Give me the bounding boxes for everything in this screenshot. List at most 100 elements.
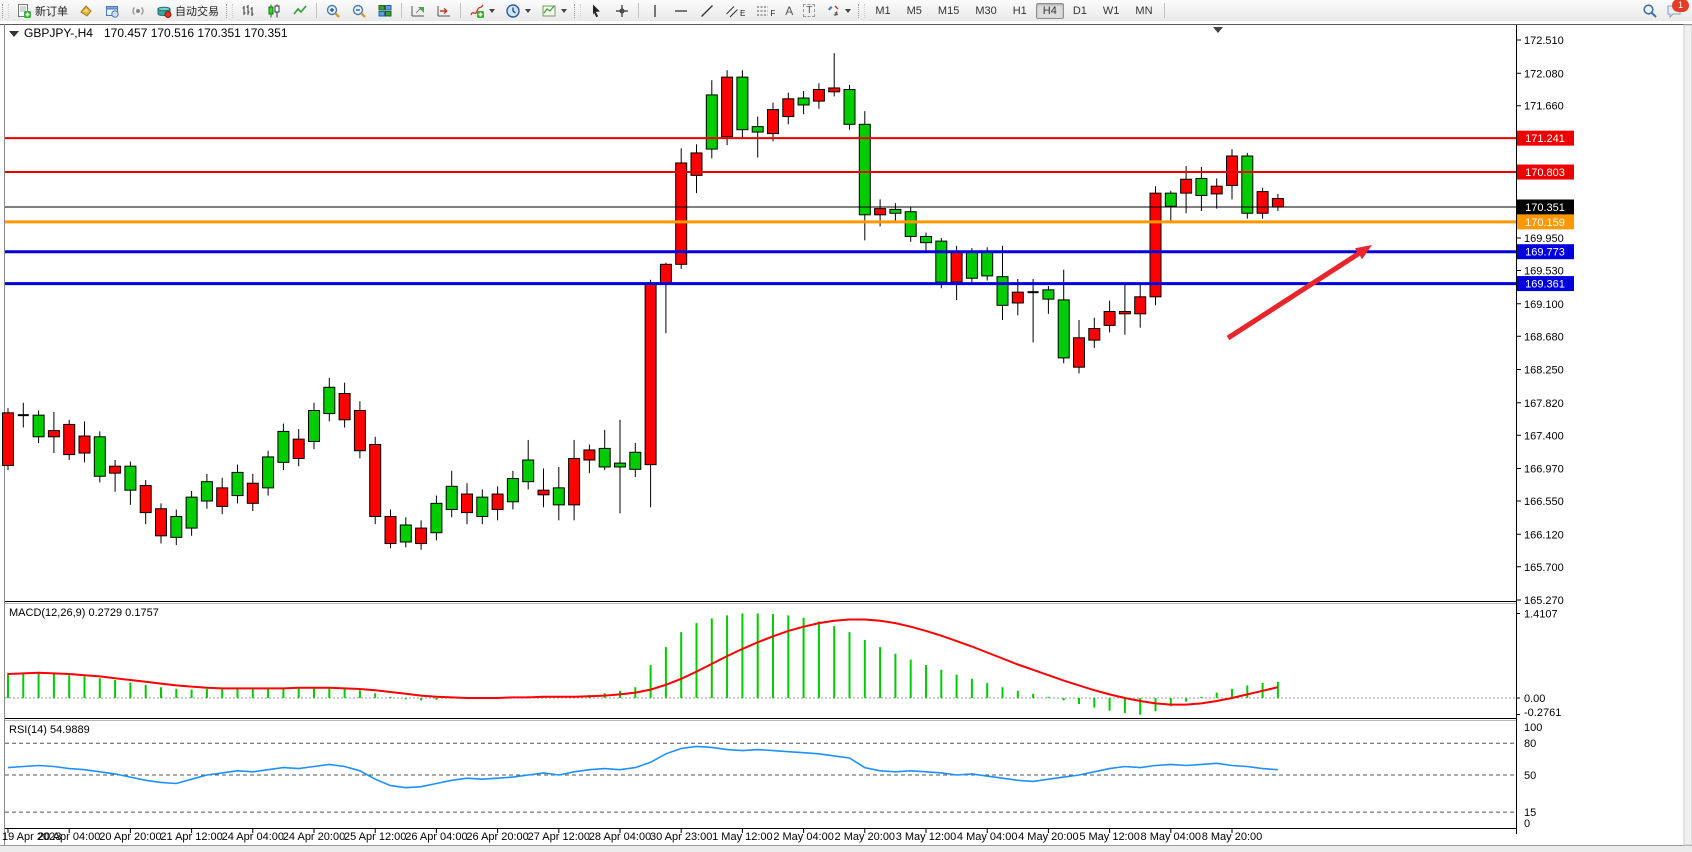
bar-chart-button[interactable] xyxy=(235,0,261,21)
candle-body xyxy=(506,478,519,503)
chart-shift-button[interactable] xyxy=(431,0,457,21)
timeframe-h4[interactable]: H4 xyxy=(1035,2,1064,19)
rsi-axis-label: 15 xyxy=(1524,807,1536,819)
time-tick-label: 2 May 20:00 xyxy=(835,831,896,843)
cursor-tool-button[interactable] xyxy=(583,0,609,21)
candle-body xyxy=(1226,155,1238,186)
candle-body xyxy=(812,89,825,102)
macd-pane[interactable]: 1.4107 0.00 -0.2761 xyxy=(5,608,1561,719)
toolbar-grip[interactable] xyxy=(858,3,866,18)
templates-button[interactable] xyxy=(536,0,572,21)
price-badge-label: 169.361 xyxy=(1525,279,1565,291)
candle-body xyxy=(399,524,412,543)
toolbar-grip[interactable] xyxy=(574,3,581,18)
auto-scroll-icon xyxy=(411,5,424,16)
timeframe-m5[interactable]: M5 xyxy=(906,4,922,17)
hline-tool-button[interactable] xyxy=(668,0,694,21)
price-badge-label: 171.241 xyxy=(1525,133,1565,145)
timeframe-mn[interactable]: MN xyxy=(1135,4,1153,17)
price-axis[interactable]: 171.241 170.803 170.351 170.159 169.773 169.3… xyxy=(1516,35,1574,607)
scrollbar[interactable] xyxy=(1683,24,1692,846)
label-tool-button[interactable]: T xyxy=(798,0,820,21)
price-tick-label: 168.680 xyxy=(1524,331,1564,343)
candle-body xyxy=(323,386,336,415)
toolbar-separator xyxy=(401,3,402,18)
candle-body xyxy=(63,423,76,456)
chart-shift-marker[interactable] xyxy=(1213,27,1223,33)
chart-shift-icon xyxy=(437,5,450,16)
time-tick-label: 26 Apr 04:00 xyxy=(405,831,467,843)
autotrading-button[interactable]: 自动交易 xyxy=(151,0,224,21)
text-tool-button[interactable]: A xyxy=(780,0,798,21)
channel-tool-button[interactable]: E xyxy=(720,0,750,21)
signals-button[interactable] xyxy=(125,0,151,21)
toolbar-grip[interactable] xyxy=(226,3,233,18)
chart-title: GBPJPY-,H4 xyxy=(24,26,93,40)
timeframe-d1[interactable]: D1 xyxy=(1072,4,1087,17)
timeframe-m1[interactable]: M1 xyxy=(875,4,891,17)
horizontal-level-lines[interactable] xyxy=(5,137,1516,286)
arrow-annotation[interactable] xyxy=(1226,245,1372,341)
periods-button[interactable] xyxy=(500,0,536,21)
notifications-button[interactable]: 1 xyxy=(1666,0,1689,19)
timeframe-m30[interactable]: M30 xyxy=(975,4,997,17)
quotes-button[interactable] xyxy=(73,0,99,21)
candle-body xyxy=(1088,328,1101,341)
zoom-out-button[interactable] xyxy=(346,0,372,21)
rsi-pane[interactable]: 100 80 50 150 xyxy=(5,722,1542,830)
candle-body xyxy=(614,462,626,468)
fibonacci-tool-button[interactable]: F xyxy=(750,0,780,21)
candle-body xyxy=(1241,155,1254,214)
auto-scroll-button[interactable] xyxy=(405,0,431,21)
time-tick-label: 20 Apr 20:00 xyxy=(99,831,161,843)
toolbar-grip[interactable] xyxy=(2,3,9,18)
new-order-button[interactable]: 新订单 xyxy=(11,0,73,21)
chart-window[interactable]: 171.241 170.803 170.351 170.159 169.773 169.3… xyxy=(0,21,1692,852)
channel-tool-letter: E xyxy=(740,9,746,18)
candle-body xyxy=(1042,289,1055,300)
vline-tool-button[interactable] xyxy=(642,0,668,21)
price-tick-label: 165.700 xyxy=(1524,562,1564,574)
price-tick-label: 171.660 xyxy=(1524,101,1564,113)
candle-body xyxy=(384,515,397,545)
time-tick-label: 2 May 04:00 xyxy=(773,831,834,843)
macd-axis-label: 0.00 xyxy=(1524,693,1545,705)
one-click-trading-toggle[interactable] xyxy=(9,31,19,37)
candle-body xyxy=(675,162,688,265)
new-order-icon xyxy=(18,3,31,18)
timeframe-m15[interactable]: M15 xyxy=(937,4,960,17)
arrows-tool-button[interactable] xyxy=(820,0,856,21)
price-badge xyxy=(1517,130,1574,146)
line-chart-button[interactable] xyxy=(287,0,313,21)
signals-icon xyxy=(132,6,144,15)
candle-body xyxy=(797,97,810,106)
toolbar-separator xyxy=(316,3,317,18)
price-tick-label: 165.270 xyxy=(1524,595,1564,607)
time-tick-label: 26 Apr 20:00 xyxy=(466,831,528,843)
data-window-icon xyxy=(106,5,119,18)
horizontal-line-icon xyxy=(675,9,687,12)
trendline-tool-button[interactable] xyxy=(694,0,720,21)
crosshair-tool-button[interactable] xyxy=(609,0,635,21)
indicators-button[interactable] xyxy=(464,0,500,21)
candle-body xyxy=(277,430,290,463)
price-tick-label: 172.510 xyxy=(1524,35,1564,47)
price-tick-label: 169.950 xyxy=(1524,233,1564,245)
templates-icon xyxy=(542,5,556,16)
timeframe-w1[interactable]: W1 xyxy=(1102,4,1120,17)
time-tick-label: 3 May 12:00 xyxy=(896,831,957,843)
zoom-in-button[interactable] xyxy=(320,0,346,21)
tile-windows-button[interactable] xyxy=(372,0,398,21)
timeframe-h1[interactable]: H1 xyxy=(1012,4,1027,17)
crosshair-icon xyxy=(616,4,628,17)
toolbar-separator xyxy=(638,3,639,18)
candle-body xyxy=(2,412,14,466)
candle-body xyxy=(262,456,275,489)
cursor-icon xyxy=(593,4,600,17)
rsi-axis-label: 80 xyxy=(1524,738,1536,750)
price-badge-label: 170.803 xyxy=(1525,167,1565,179)
candle-chart-button[interactable] xyxy=(261,0,287,21)
data-window-button[interactable] xyxy=(99,0,125,21)
search-icon[interactable] xyxy=(1642,3,1658,19)
